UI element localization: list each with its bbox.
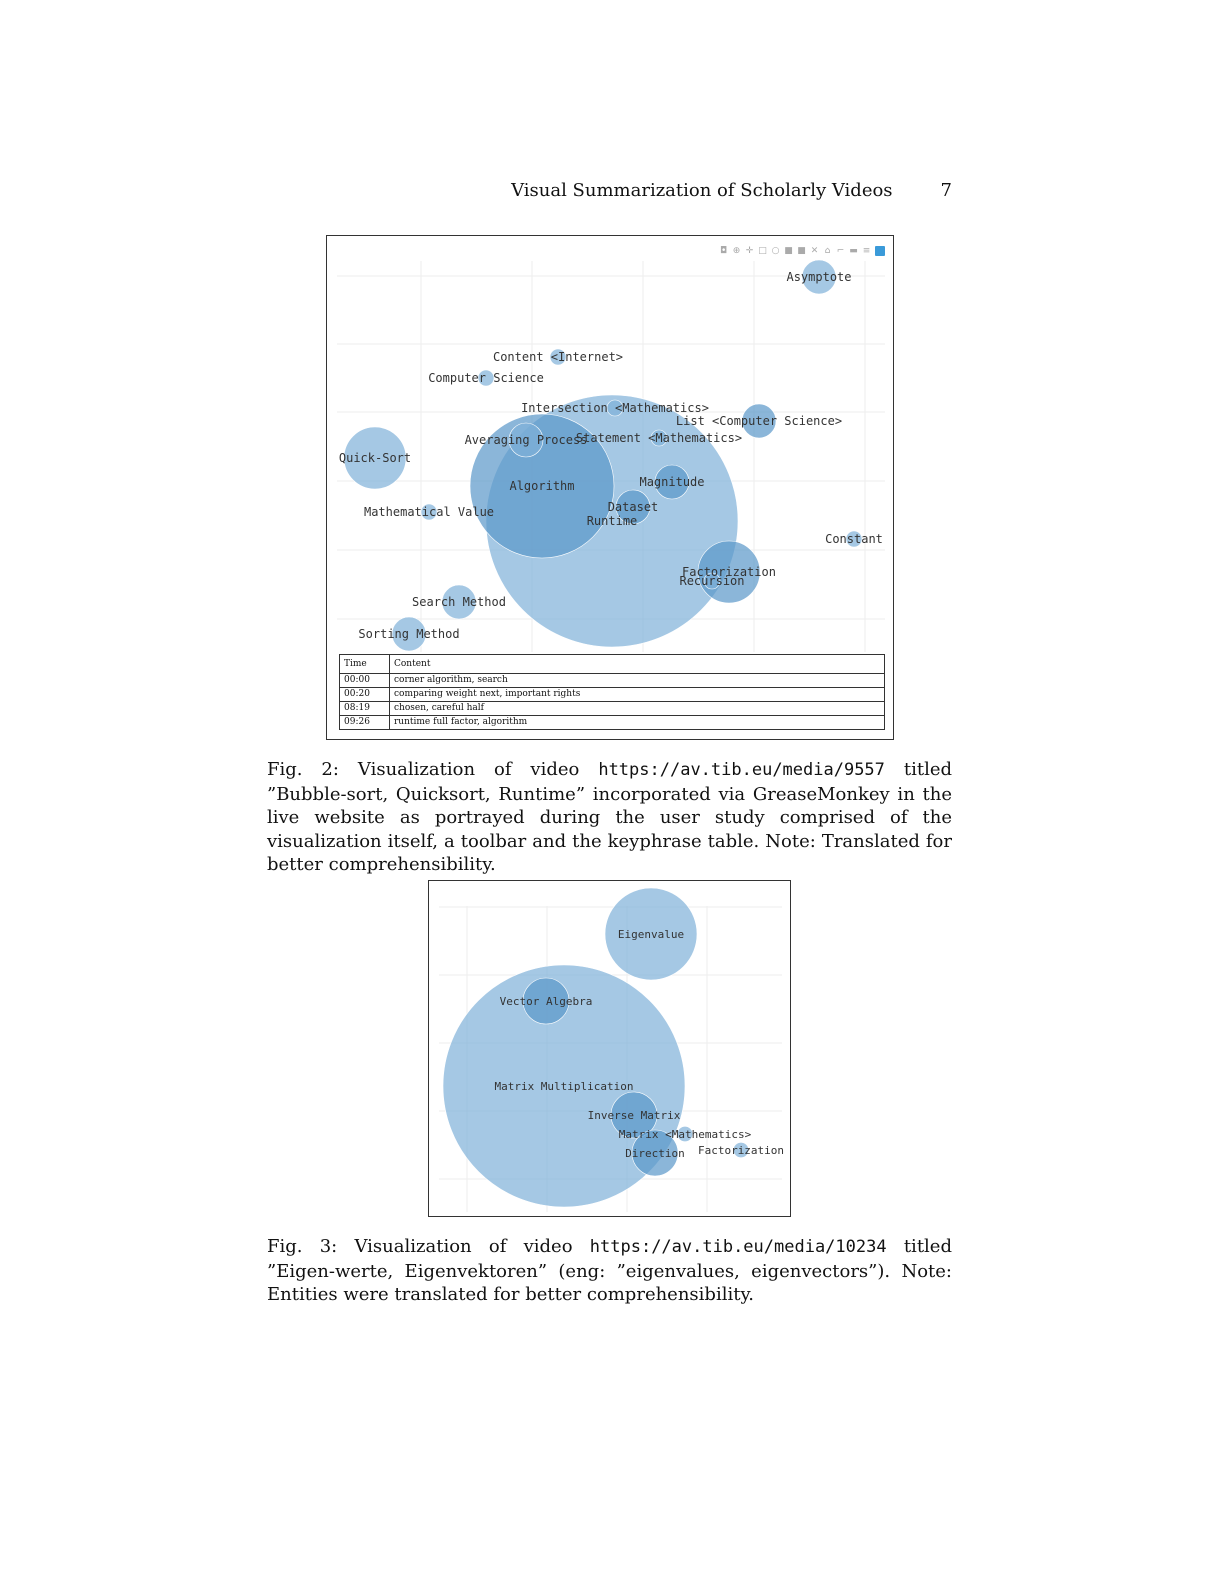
video-link[interactable]: https://av.tib.eu/media/9557 <box>598 760 885 780</box>
bubble-label: Runtime <box>587 514 638 528</box>
autoscale-icon[interactable]: ✕ <box>810 245 819 256</box>
bubble-label: List <Computer Science> <box>676 414 842 428</box>
bubble[interactable] <box>420 503 438 521</box>
bubble-label: Factorization <box>682 565 776 579</box>
video-link[interactable]: https://av.tib.eu/media/10234 <box>589 1237 887 1257</box>
running-head: Visual Summarization of Scholarly Videos… <box>0 180 952 201</box>
bubble[interactable] <box>615 489 651 525</box>
keyphrase-table: Time Content 00:00 corner algorithm, sea… <box>339 654 885 730</box>
bubble-label: Asymptote <box>786 270 851 284</box>
bubble-label: Constant <box>825 532 883 546</box>
bubble[interactable] <box>741 403 777 439</box>
bubble[interactable] <box>733 1142 749 1158</box>
caption-text: Visualization of video <box>357 759 580 780</box>
table-header-content: Content <box>389 654 885 674</box>
bubble-chart-1: Asymptote Content <Internet> Computer Scie… <box>337 259 885 652</box>
bubble-label: Content <Internet> <box>493 350 623 364</box>
bubble-label: Intersection <Mathematics> <box>521 401 709 415</box>
bubble[interactable] <box>610 1091 658 1139</box>
bubble-label: Matrix Multiplication <box>494 1080 633 1093</box>
pan-icon[interactable]: ✛ <box>745 245 754 256</box>
caption-label: Fig. 3: <box>267 1236 338 1257</box>
bubble-label: Mathematical Value <box>364 505 494 519</box>
bubble[interactable] <box>677 1126 693 1142</box>
bubble-label: Search Method <box>412 595 506 609</box>
figure-3-visualization: Eigenvalue Vector Algebra Matrix Multiplic… <box>428 880 791 1217</box>
bubble[interactable] <box>650 429 668 447</box>
page-number: 7 <box>940 180 952 201</box>
table-header-time: Time <box>339 654 390 674</box>
caption-text: Visualization of video <box>354 1236 573 1257</box>
bubble-label: Dataset <box>608 500 659 514</box>
bubble[interactable] <box>442 964 686 1208</box>
bubble[interactable] <box>606 399 624 417</box>
row-time: 00:20 <box>339 687 390 702</box>
row-content: corner algorithm, search <box>389 673 885 688</box>
bubble[interactable] <box>441 584 477 620</box>
bubble-label: Vector Algebra <box>500 995 593 1008</box>
running-title: Visual Summarization of Scholarly Videos <box>511 180 893 201</box>
bubble[interactable] <box>604 887 698 981</box>
bubble[interactable] <box>631 1129 679 1177</box>
plotly-logo-icon[interactable] <box>875 246 885 256</box>
bubble-label: Quick-Sort <box>339 451 411 465</box>
bubble-label: Factorization <box>698 1144 784 1157</box>
table-row[interactable]: 08:19 chosen, careful half <box>339 701 885 716</box>
bubble[interactable] <box>391 616 427 652</box>
zoom-icon[interactable]: ⊕ <box>732 245 741 256</box>
figure-2-visualization: Asymptote Content <Internet> Computer Scie… <box>326 235 894 740</box>
bubble-label: Averaging Process <box>465 433 588 447</box>
row-time: 08:19 <box>339 701 390 716</box>
row-content: runtime full factor, algorithm <box>389 715 885 730</box>
camera-icon[interactable]: ◘ <box>719 245 728 256</box>
bubble-label: Sorting Method <box>358 627 459 641</box>
caption-label: Fig. 2: <box>267 759 339 780</box>
bubble[interactable] <box>508 422 544 458</box>
bubble-label: Statement <Mathematics> <box>576 431 742 445</box>
bubble-label: Algorithm <box>509 479 574 493</box>
row-time: 00:00 <box>339 673 390 688</box>
hover-compare-icon[interactable]: ≡ <box>862 245 871 256</box>
row-content: comparing weight next, important rights <box>389 687 885 702</box>
table-row[interactable]: 09:26 runtime full factor, algorithm <box>339 715 885 730</box>
zoom-in-icon[interactable]: ■ <box>784 245 793 256</box>
spike-lines-icon[interactable]: ⌐ <box>836 245 845 256</box>
bubble-label: Recursion <box>679 574 744 588</box>
bubble[interactable] <box>343 426 407 490</box>
box-select-icon[interactable]: □ <box>758 245 767 256</box>
bubble[interactable] <box>845 530 863 548</box>
row-time: 09:26 <box>339 715 390 730</box>
bubble-label: Matrix <Mathematics> <box>619 1128 752 1141</box>
bubble-chart-2: Eigenvalue Vector Algebra Matrix Multiplic… <box>439 887 784 1212</box>
bubble-label: Computer Science <box>428 371 544 385</box>
plot-toolbar: ◘ ⊕ ✛ □ ○ ■ ■ ✕ ⌂ ⌐ ▬ ≡ <box>719 244 885 258</box>
table-row[interactable]: 00:20 comparing weight next, important r… <box>339 687 885 702</box>
bubble[interactable] <box>703 572 721 590</box>
figure-2-caption: Fig. 2: Visualization of video https://a… <box>267 758 952 877</box>
bubble[interactable] <box>654 464 690 500</box>
hover-closest-icon[interactable]: ▬ <box>849 245 858 256</box>
table-row[interactable]: 00:00 corner algorithm, search <box>339 673 885 688</box>
bubble-label: Inverse Matrix <box>588 1109 681 1122</box>
zoom-out-icon[interactable]: ■ <box>797 245 806 256</box>
bubble[interactable] <box>477 369 495 387</box>
caption-text: titled ”Eigen-werte, Eigenvektoren” (eng… <box>267 1236 952 1305</box>
caption-text: titled ”Bubble-sort, Quicksort, Runtime”… <box>267 759 953 875</box>
reset-axes-icon[interactable]: ⌂ <box>824 245 831 256</box>
bubble-label: Magnitude <box>639 475 704 489</box>
bubble[interactable] <box>469 413 615 559</box>
figure-3-caption: Fig. 3: Visualization of video https://a… <box>267 1235 952 1307</box>
lasso-icon[interactable]: ○ <box>771 245 780 256</box>
bubble[interactable] <box>522 977 570 1025</box>
bubble[interactable] <box>801 259 837 295</box>
bubble-label: Direction <box>625 1147 685 1160</box>
bubble[interactable] <box>549 348 567 366</box>
row-content: chosen, careful half <box>389 701 885 716</box>
bubble-label: Eigenvalue <box>618 928 684 941</box>
